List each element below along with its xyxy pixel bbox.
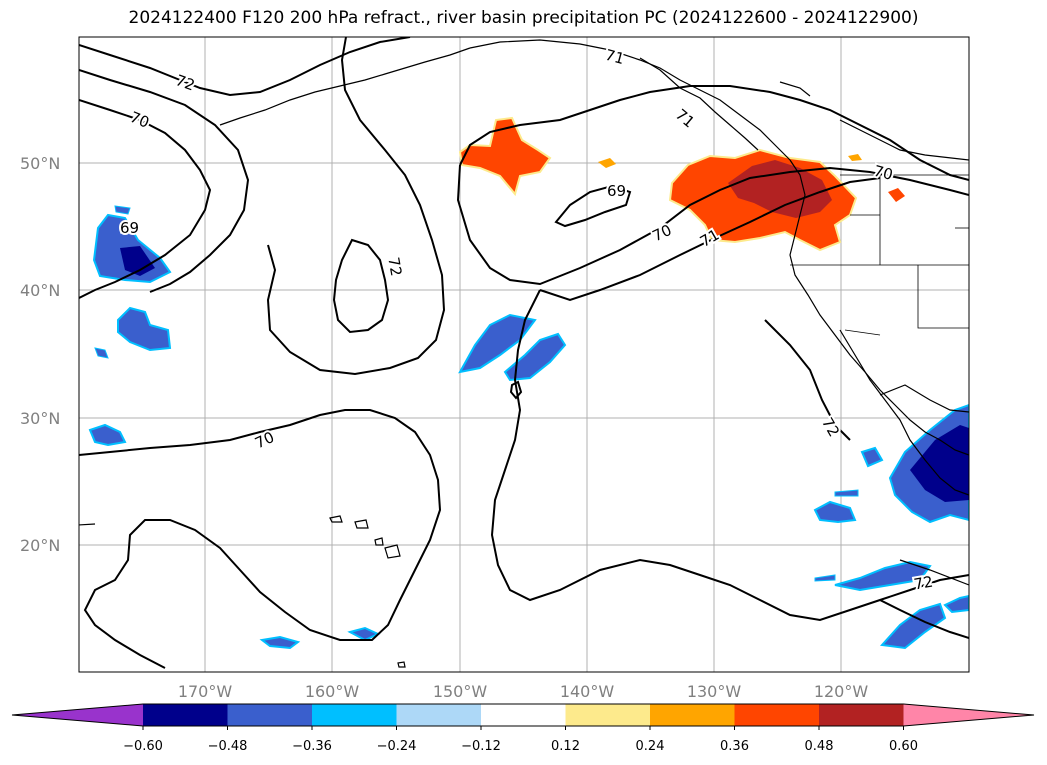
contour-69-east (554, 184, 632, 228)
precip-negative-south-4 (943, 594, 969, 614)
coastline-canada-north (839, 119, 969, 161)
contour-72-mid-west (79, 69, 250, 293)
colorbar-segment (312, 704, 397, 726)
precip-negative-south-3 (879, 602, 947, 650)
precip-strong-pacific-nw (728, 160, 832, 218)
coastline-west-us (789, 159, 969, 456)
colorbar-segment (143, 704, 228, 726)
contour-71 (539, 177, 881, 302)
lon-label: 130°W (687, 682, 742, 701)
coastline-alaska-north (779, 81, 811, 97)
refractivity-contours (79, 37, 969, 669)
colorbar-segment (396, 704, 482, 726)
coastline-baja (839, 329, 969, 496)
precip-negative-central-1 (458, 313, 537, 374)
coastlines (79, 39, 969, 668)
colorbar-tick-label: 0.12 (551, 739, 580, 754)
coastline-hawaii-2 (354, 519, 369, 529)
contour-72-coast (764, 319, 851, 441)
colorbar-tick-label: −0.36 (292, 739, 332, 754)
colorbar-segment (565, 704, 651, 726)
lat-label: 30°N (20, 409, 60, 428)
colorbar-segment (481, 704, 566, 726)
contour-70-south (79, 409, 442, 669)
contour-72-big (266, 37, 446, 376)
contour-70-main (459, 85, 969, 181)
map-title: 2024122400 F120 200 hPa refract., river … (128, 8, 919, 28)
lat-label: 20°N (20, 536, 60, 555)
contour-label: 69 (120, 219, 139, 237)
colorbar-tick-label: −0.48 (208, 739, 248, 754)
precip-negative-west-2 (117, 306, 172, 352)
map-border (78, 36, 970, 673)
colorbar-extend-low (12, 704, 143, 726)
lon-label: 140°W (560, 682, 615, 701)
precip-negative-small-3 (834, 489, 859, 497)
lon-label: 120°W (814, 682, 869, 701)
contour-72-north (79, 37, 411, 97)
contour-71-south (490, 289, 969, 622)
coastline-mexico (879, 384, 969, 413)
coastline-bc-islands (639, 57, 759, 151)
precip-negative-regions (88, 205, 969, 650)
coastline-hawaii-4 (384, 544, 401, 559)
precip-negative-small-1 (94, 347, 109, 359)
colorbar-ticks: −0.60 −0.48 −0.36 −0.24 −0.12 0.12 0.24 0.36 0.4… (123, 726, 918, 754)
contour-label: 72 (912, 573, 934, 594)
colorbar-tick-label: −0.60 (123, 739, 163, 754)
colorbar-tick-label: 0.48 (805, 739, 834, 754)
precip-negative-central-2 (503, 332, 567, 382)
precip-negative-small-4 (814, 574, 836, 582)
precip-negative-south-1 (813, 500, 857, 524)
longitude-labels: 170°W 160°W 150°W 140°W 130°W 120°W (178, 682, 869, 701)
contour-label: 69 (607, 182, 626, 200)
colorbar-tick-label: −0.24 (377, 739, 417, 754)
colorbar-segment (227, 704, 313, 726)
latitude-labels: 50°N 40°N 30°N 20°N (20, 154, 60, 555)
colorbar-extend-high (903, 704, 1034, 726)
contour-72-se (879, 599, 969, 639)
precip-positive-small-2 (888, 188, 905, 202)
precip-negative-small-5 (114, 205, 131, 215)
colorbar-tick-label: −0.12 (461, 739, 501, 754)
coastline-aleutians (219, 47, 471, 126)
coastline-alaska (469, 39, 791, 161)
colorbar-segment (650, 704, 735, 726)
colorbar (11, 703, 1035, 727)
contour-70-low (456, 164, 969, 286)
precip-negative-south-2 (834, 560, 932, 592)
colorbar-segment (819, 704, 904, 726)
colorbar-tick-label: 0.36 (720, 739, 749, 754)
precip-negative-hawaii-south (259, 635, 301, 650)
precip-positive-gulf-alaska (458, 116, 552, 197)
lon-label: 150°W (433, 682, 488, 701)
coastline-island-west (79, 523, 96, 526)
contour-72-loop (332, 238, 390, 334)
lon-label: 170°W (178, 682, 233, 701)
precip-strong-west-1 (120, 246, 155, 276)
coastline-hawaii-3 (374, 537, 384, 546)
precip-positive-regions (458, 116, 905, 252)
colorbar-tick-label: 0.24 (636, 739, 665, 754)
contour-label: 72 (384, 256, 405, 278)
lat-label: 40°N (20, 281, 60, 300)
coastline-central-am (899, 559, 969, 586)
colorbar-segment (734, 704, 820, 726)
lon-label: 160°W (305, 682, 360, 701)
precip-strong-baja (910, 425, 969, 502)
coastline-hawaii-1 (329, 515, 343, 523)
coastline-island-sw (397, 661, 406, 668)
political-borders (790, 165, 969, 336)
lat-label: 50°N (20, 154, 60, 173)
precip-positive-small-1 (598, 158, 616, 168)
contour-70-west (79, 99, 212, 299)
precip-negative-west-3 (88, 423, 127, 447)
colorbar-tick-label: 0.60 (889, 739, 918, 754)
contour-loop-small (509, 380, 523, 400)
precip-positive-small-3 (848, 154, 862, 161)
precip-negative-small-2 (860, 446, 884, 468)
